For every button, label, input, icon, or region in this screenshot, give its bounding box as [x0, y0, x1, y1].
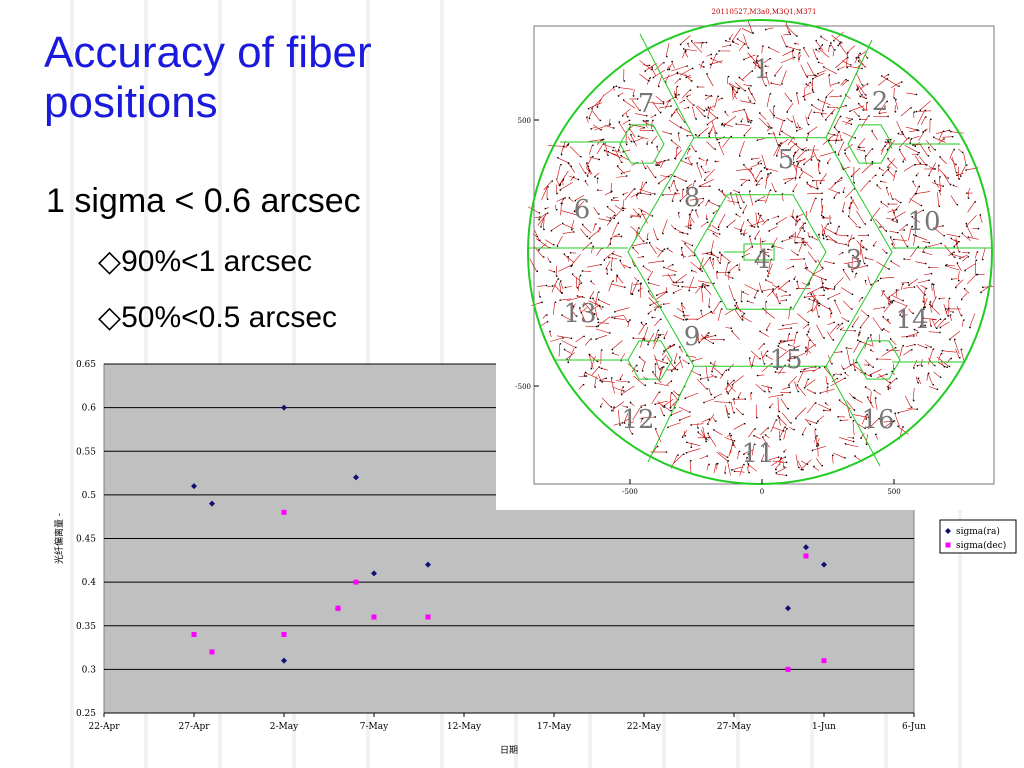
x-tick-label: 1-Jun	[812, 722, 836, 732]
inset-y-tick-label: 500	[518, 117, 531, 125]
field-boundary-circle	[527, 19, 993, 485]
y-tick-label: 0.3	[82, 665, 97, 675]
slide-title: Accuracy of fiber positions	[44, 28, 372, 127]
unit-label: 16	[861, 405, 894, 435]
legend-label: sigma(dec)	[956, 540, 1006, 551]
y-tick-label: 0.25	[76, 709, 96, 719]
unit-label: 10	[907, 207, 940, 237]
point-sigma-dec	[803, 553, 809, 559]
inset-header: 20110527,M3a0,M3Q1,M371	[712, 8, 817, 16]
y-tick-label: 0.55	[76, 447, 96, 457]
unit-boundaries	[528, 33, 992, 467]
unit-label: 4	[754, 245, 771, 275]
x-axis-label: 日期	[500, 745, 518, 756]
point-sigma-ra	[821, 561, 827, 568]
inset-x-tick-label: 0	[760, 488, 764, 496]
bullet-90pct: ◇90%<1 arcsec	[98, 245, 313, 278]
point-sigma-dec	[281, 509, 287, 515]
point-sigma-ra	[353, 474, 359, 481]
bullet-50pct: ◇50%<0.5 arcsec	[98, 301, 338, 334]
point-sigma-dec	[353, 579, 359, 585]
inset-x-tick-label: -500	[622, 488, 638, 496]
point-sigma-ra	[785, 605, 791, 612]
point-sigma-dec	[371, 614, 377, 620]
legend-label: sigma(ra)	[956, 526, 1000, 537]
unit-label: 12	[621, 405, 654, 435]
unit-label: 8	[684, 183, 701, 213]
y-tick-label: 0.6	[82, 404, 97, 414]
point-sigma-dec	[281, 631, 287, 637]
point-sigma-ra	[371, 570, 377, 577]
y-tick-label: 0.4	[82, 578, 97, 588]
unit-label: 13	[563, 299, 596, 329]
x-tick-label: 22-May	[627, 722, 662, 732]
unit-label: 1	[754, 55, 771, 85]
y-tick-label: 0.65	[76, 360, 96, 370]
point-sigma-dec	[821, 658, 827, 664]
unit-label: 5	[778, 145, 795, 175]
point-sigma-dec	[209, 649, 215, 655]
x-tick-label: 6-Jun	[902, 722, 926, 732]
fiber-offset-map: 20110527,M3a0,M3Q1,M37112345678910111213…	[496, 0, 1006, 510]
x-tick-label: 2-May	[270, 722, 299, 732]
point-sigma-dec	[425, 614, 431, 620]
legend-marker-ra	[945, 528, 951, 534]
unit-label: 15	[769, 345, 802, 375]
bullet-sigma: 1 sigma < 0.6 arcsec	[46, 182, 361, 220]
y-tick-label: 0.5	[82, 491, 97, 501]
unit-label: 11	[741, 439, 774, 469]
legend-marker-dec	[945, 542, 951, 548]
point-sigma-ra	[281, 404, 287, 411]
point-sigma-ra	[209, 500, 215, 507]
unit-label: 3	[846, 245, 863, 275]
y-axis-label: 光纤偏离量 -	[53, 513, 65, 564]
inset-y-tick-label: -500	[515, 383, 531, 391]
y-tick-label: 0.45	[76, 535, 96, 545]
x-tick-label: 27-May	[717, 722, 752, 732]
point-sigma-ra	[281, 657, 287, 664]
chart-legend: sigma(ra) sigma(dec)	[939, 519, 1017, 554]
y-tick-label: 0.35	[76, 622, 96, 632]
point-sigma-dec	[785, 666, 791, 672]
point-sigma-dec	[335, 605, 341, 611]
x-tick-label: 7-May	[360, 722, 389, 732]
point-sigma-ra	[191, 483, 197, 490]
x-tick-label: 27-Apr	[178, 722, 210, 732]
point-sigma-dec	[191, 631, 197, 637]
x-tick-label: 12-May	[447, 722, 482, 732]
point-sigma-ra	[803, 544, 809, 551]
inset-x-tick-label: 500	[887, 488, 900, 496]
unit-label: 7	[638, 89, 655, 119]
unit-label: 6	[574, 195, 591, 225]
unit-label: 9	[684, 322, 701, 352]
x-tick-label: 17-May	[537, 722, 572, 732]
unit-label: 2	[872, 87, 889, 117]
unit-label: 14	[895, 305, 928, 335]
x-tick-label: 22-Apr	[88, 722, 120, 732]
point-sigma-ra	[425, 561, 431, 568]
